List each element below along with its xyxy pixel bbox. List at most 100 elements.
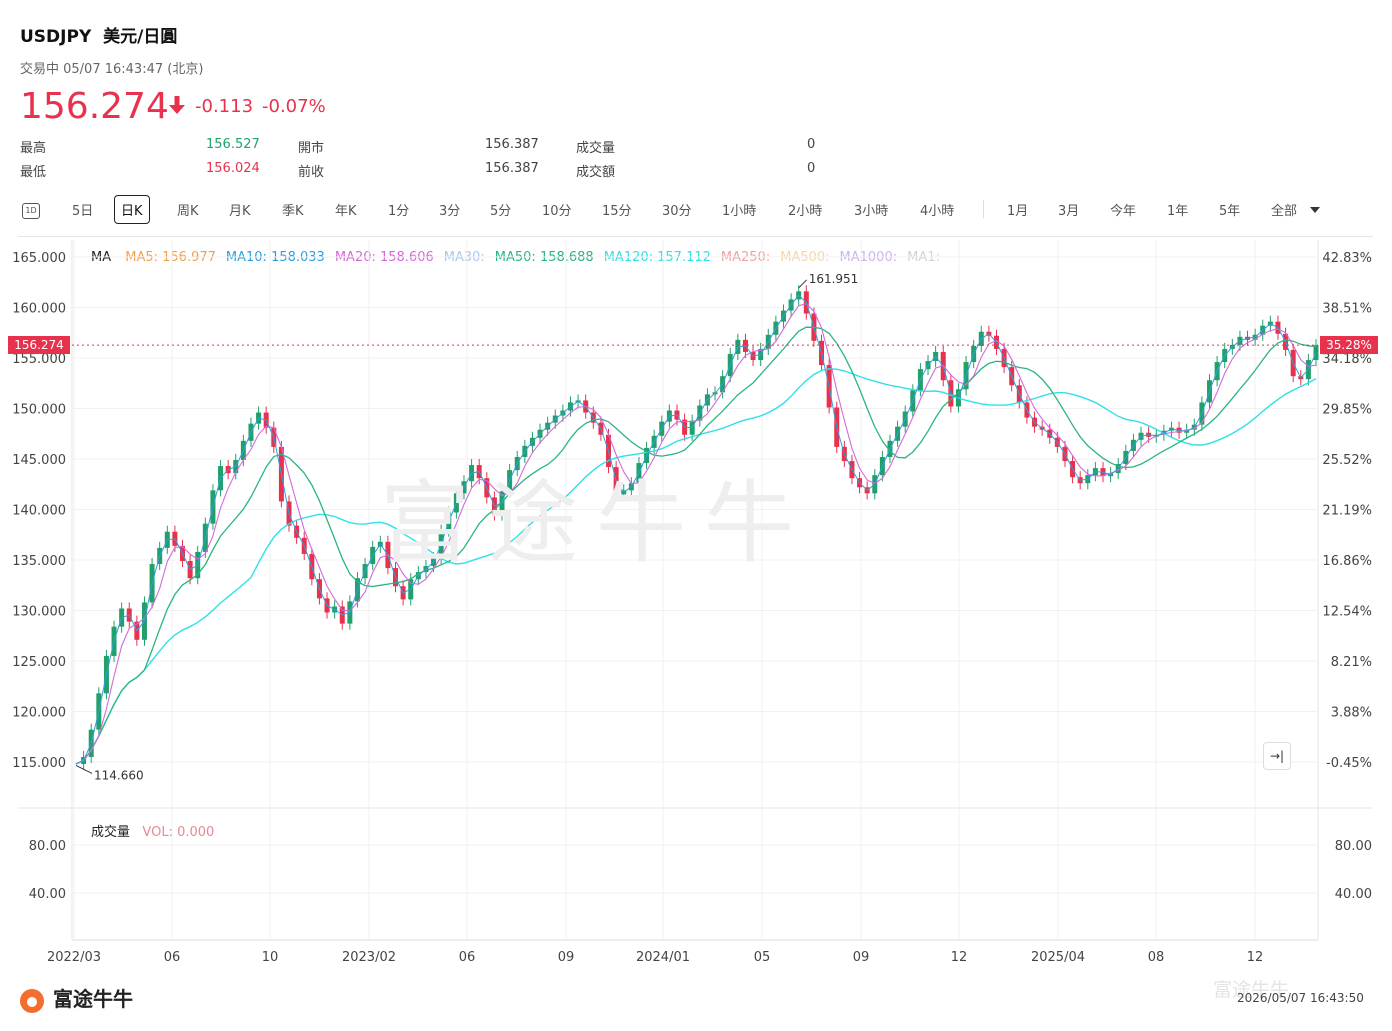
- tab-14[interactable]: 3小時: [854, 204, 889, 219]
- y-pct-tick-label: 42.83%: [1322, 251, 1372, 266]
- y-tick-label: 135.000: [12, 554, 66, 569]
- y-tick-label: 160.000: [12, 302, 66, 317]
- tab-13[interactable]: 2小時: [788, 204, 823, 219]
- y-pct-tick-label: 38.51%: [1322, 302, 1372, 317]
- caret-down-icon[interactable]: [1309, 206, 1321, 214]
- symbol-name: 美元/日圓: [103, 27, 178, 47]
- tab-3[interactable]: 月K: [229, 204, 251, 219]
- y-pct-tick-label: 29.85%: [1322, 403, 1372, 418]
- range-5[interactable]: 全部: [1271, 204, 1298, 219]
- tab-12[interactable]: 1小時: [722, 204, 757, 219]
- tab-10[interactable]: 15分: [602, 204, 632, 219]
- current-price-tag: 156.274: [8, 336, 70, 354]
- ma50-line: [75, 326, 1317, 765]
- y-pct-tick-label: 3.88%: [1331, 706, 1372, 721]
- volume-tick-left: 80.00: [29, 839, 66, 854]
- low-value: 156.024: [206, 161, 260, 176]
- volume-panel-label: 成交量: [91, 825, 131, 840]
- tab-8[interactable]: 5分: [490, 204, 512, 219]
- brand-name: 富途牛牛: [52, 987, 133, 1011]
- x-tick-label: 12: [1247, 950, 1264, 965]
- down-arrow-icon: [169, 96, 185, 114]
- y-tick-label: 115.000: [12, 756, 66, 771]
- x-tick-label: 06: [164, 950, 181, 965]
- chart-settings-icon[interactable]: 1D: [22, 203, 40, 219]
- tab-9[interactable]: 10分: [542, 204, 572, 219]
- brand-logo: 富途牛牛: [18, 983, 133, 1015]
- range-1[interactable]: 3月: [1058, 204, 1080, 219]
- min-pointer: [75, 764, 93, 774]
- y-pct-tick-label: 34.18%: [1322, 352, 1372, 367]
- bull-logo-icon: [20, 988, 44, 1013]
- y-tick-label: 140.000: [12, 504, 66, 519]
- turnover-value: 0: [807, 161, 816, 176]
- x-tick-label: 2023/02: [342, 950, 396, 965]
- y-tick-label: 150.000: [12, 403, 66, 418]
- symbol: USDJPY: [20, 27, 92, 47]
- ma120-line: [75, 368, 1317, 765]
- candle-body: [1313, 345, 1319, 361]
- min-annotation: 114.660: [94, 768, 144, 782]
- symbol-title: USDJPY 美元/日圓: [20, 22, 177, 47]
- y-tick-label: 125.000: [12, 655, 66, 670]
- range-0[interactable]: 1月: [1007, 204, 1029, 219]
- tab-7[interactable]: 3分: [439, 204, 461, 219]
- x-tick-label: 06: [459, 950, 476, 965]
- prev-close-value: 156.387: [485, 161, 539, 176]
- x-tick-label: 2022/03: [47, 950, 101, 965]
- watermark-center: 富途牛牛: [380, 471, 812, 576]
- high-value: 156.527: [206, 137, 260, 152]
- tab-0[interactable]: 5日: [72, 204, 94, 219]
- y-tick-label: 145.000: [12, 453, 66, 468]
- max-pointer: [798, 279, 808, 289]
- toolbar-bottom-divider: [18, 236, 1373, 237]
- tab-15[interactable]: 4小時: [920, 204, 955, 219]
- x-tick-label: 09: [853, 950, 870, 965]
- y-tick-label: 120.000: [12, 706, 66, 721]
- low-label: 最低: [20, 165, 47, 180]
- volume-panel-legend: 成交量 VOL: 0.000: [91, 821, 214, 840]
- x-tick-label: 2025/04: [1031, 950, 1085, 965]
- max-annotation: 161.951: [809, 272, 859, 286]
- y-pct-tick-label: 8.21%: [1331, 655, 1372, 670]
- y-tick-label: 155.000: [12, 352, 66, 367]
- expand-icon[interactable]: →|: [1263, 742, 1291, 770]
- volume-tick-right: 80.00: [1335, 839, 1372, 854]
- y-pct-tick-label: 12.54%: [1322, 605, 1372, 620]
- range-3[interactable]: 1年: [1167, 204, 1189, 219]
- y-pct-tick-label: -0.45%: [1326, 756, 1372, 771]
- tab-2[interactable]: 周K: [177, 204, 199, 219]
- price-change-pct: -0.07%: [262, 96, 326, 117]
- range-2[interactable]: 今年: [1110, 204, 1137, 219]
- y-pct-tick-label: 21.19%: [1322, 504, 1372, 519]
- volume-tick-right: 40.00: [1335, 887, 1372, 902]
- legend: MA MA5: 156.977 MA10: 158.033 MA20: 158.60…: [91, 250, 940, 265]
- tab-5[interactable]: 年K: [335, 204, 357, 219]
- y-pct-tick-label: 25.52%: [1322, 453, 1372, 468]
- last-price: 156.274: [20, 86, 169, 127]
- tab-11[interactable]: 30分: [662, 204, 692, 219]
- x-tick-label: 10: [262, 950, 279, 965]
- current-pct-tag: 35.28%: [1320, 336, 1378, 354]
- volume-value: 0: [807, 137, 816, 152]
- high-label: 最高: [20, 141, 47, 156]
- x-tick-label: 12: [951, 950, 968, 965]
- range-4[interactable]: 5年: [1219, 204, 1241, 219]
- ma10-line: [75, 294, 1317, 765]
- x-tick-label: 05: [754, 950, 771, 965]
- y-tick-label: 130.000: [12, 605, 66, 620]
- x-tick-label: 09: [558, 950, 575, 965]
- turnover-label: 成交額: [576, 165, 616, 180]
- toolbar-divider: [983, 200, 984, 218]
- price-change: -0.113: [195, 96, 254, 117]
- volume-panel-value: VOL: 0.000: [142, 825, 215, 840]
- tab-1[interactable]: 日K: [114, 195, 150, 224]
- watermark-corner: 富途牛牛: [1213, 979, 1290, 1001]
- y-tick-label: 165.000: [12, 251, 66, 266]
- x-tick-label: 08: [1148, 950, 1165, 965]
- tab-6[interactable]: 1分: [388, 204, 410, 219]
- tab-4[interactable]: 季K: [282, 204, 304, 219]
- open-value: 156.387: [485, 137, 539, 152]
- timestamp: 2026/05/07 16:43:50: [1237, 991, 1364, 1005]
